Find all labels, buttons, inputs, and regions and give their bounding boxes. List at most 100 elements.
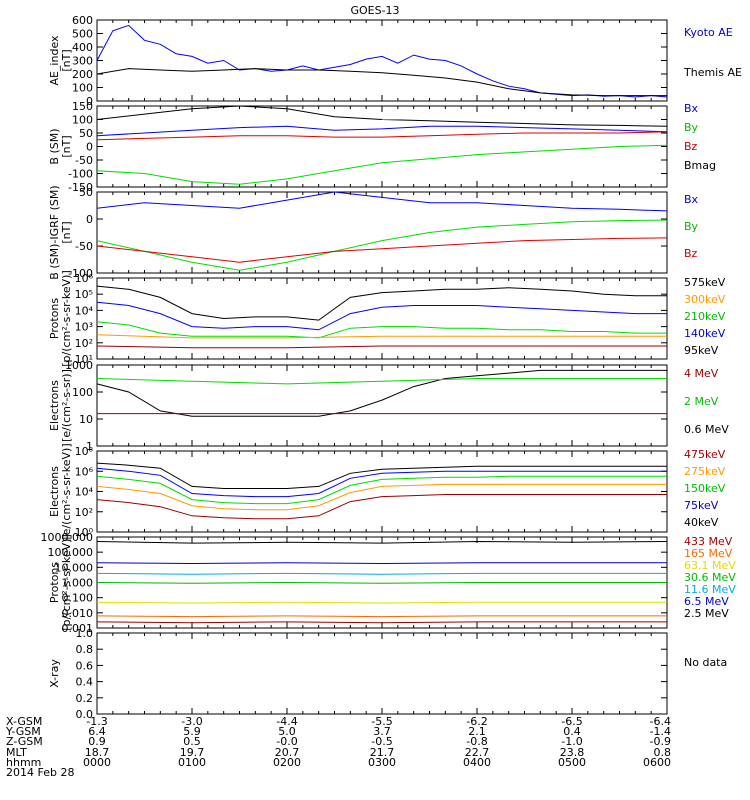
footer-cell: 20.7 — [275, 746, 300, 759]
series-line-30-6-mev — [96, 581, 667, 584]
legend-entry: Bx — [684, 193, 699, 206]
y-axis-label: [p/(cm²-s-sr-keV)] — [60, 270, 73, 367]
y-tick-label: 100.000 — [48, 546, 94, 559]
legend-entry: Bmag — [684, 159, 716, 172]
legend-entry: 275keV — [684, 465, 726, 478]
legend-entry: By — [684, 121, 699, 134]
y-axis-label: [p/(cm²-s-sr-keV)] — [60, 534, 73, 631]
footer-cell: 0.5 — [183, 735, 201, 748]
y-tick-label: 0.010 — [62, 607, 94, 620]
panel-5: 1 10 100 1000 Electrons [e/(cm²-s-sr)] 4 MeV 2 … — [48, 359, 729, 453]
y-tick-label: 1000.000 — [41, 531, 94, 544]
legend-entry: 40keV — [684, 516, 719, 529]
series-line-63-1-mev — [96, 601, 667, 604]
legend-entry: 0.6 MeV — [684, 423, 729, 436]
footer-cell: -1.3 — [86, 715, 107, 728]
y-axis-label: B (SM)-IGRF (SM) — [48, 185, 61, 279]
y-tick-label: 100 — [72, 114, 93, 127]
series-line-40kev — [96, 462, 667, 489]
series-line-bmag — [96, 105, 668, 127]
footer-cell: -0.8 — [466, 735, 487, 748]
footer-cell: 2.1 — [468, 725, 486, 738]
y-tick-label: 10² — [75, 337, 93, 350]
chart-title: GOES-13 — [350, 4, 399, 17]
footer-cell: 22.7 — [465, 746, 490, 759]
y-tick-label: 10¹ — [75, 353, 93, 366]
series-line-by — [96, 144, 668, 185]
legend-entry: 140keV — [684, 327, 726, 340]
y-tick-label: 0.8 — [76, 643, 94, 656]
y-tick-label: 300 — [72, 55, 93, 68]
panel-6: 10⁰ 10² 10⁴ 10⁶ 10⁸ Electrons [e/(cm²-s-sr-keV… — [48, 443, 726, 539]
footer-cell: -6.4 — [650, 715, 671, 728]
y-tick-label: 0.4 — [76, 676, 94, 689]
y-tick-label: 400 — [72, 41, 93, 54]
footer-cell: 5.0 — [278, 725, 296, 738]
y-tick-label: 600 — [72, 14, 93, 27]
y-tick-label: 0.001 — [62, 622, 94, 635]
legend-entry: By — [684, 220, 699, 233]
series-line-themis-ae — [96, 68, 667, 97]
series-line-bz — [96, 131, 668, 141]
y-tick-label: 1 — [86, 440, 93, 453]
legend-entry: Bz — [684, 140, 698, 153]
y-tick-label: 1000 — [65, 359, 93, 372]
series-line-150kev — [96, 475, 667, 505]
legend-entry: 4 MeV — [684, 367, 719, 380]
y-tick-label: 10 — [79, 413, 93, 426]
panel-frame — [96, 105, 668, 188]
legend-entry: Bx — [684, 102, 699, 115]
footer-cell: -6.5 — [561, 715, 582, 728]
footer-cell: -5.5 — [371, 715, 392, 728]
y-tick-label: 500 — [72, 28, 93, 41]
footer-cell: -0.9 — [650, 735, 671, 748]
legend-entry: No data — [684, 656, 727, 669]
footer-row-label: Y-GSM — [5, 725, 41, 738]
y-tick-label: 1.0 — [76, 627, 94, 640]
y-axis-label: Protons — [48, 298, 61, 339]
footer-cell: -6.2 — [466, 715, 487, 728]
series-line-2-5-mev — [96, 540, 668, 544]
legend-entry: 150keV — [684, 482, 726, 495]
y-axis-label: Electrons — [48, 466, 61, 517]
footer-cell: 21.7 — [370, 746, 395, 759]
panel-frame — [96, 19, 668, 102]
y-axis-label: B (SM) — [48, 128, 61, 164]
footer-row-label: hhmm — [6, 756, 41, 769]
y-tick-label: -100 — [68, 168, 93, 181]
series-line-bx — [96, 125, 668, 137]
legend-entry: Themis AE — [683, 66, 742, 79]
y-tick-label: 10⁴ — [75, 304, 94, 317]
legend-entry: 2.5 MeV — [684, 607, 729, 620]
y-tick-label: 100 — [72, 82, 93, 95]
legend-entry: 210keV — [684, 310, 726, 323]
series-line-bx — [96, 191, 668, 212]
legend-entry: 300keV — [684, 293, 726, 306]
panel-frame — [96, 632, 668, 715]
footer-cell: -3.0 — [181, 715, 202, 728]
footer-cell: 0000 — [83, 756, 111, 769]
y-axis-label: X-ray — [48, 659, 61, 688]
footer-cell: 0.8 — [654, 746, 672, 759]
y-tick-label: 10.000 — [55, 561, 94, 574]
legend-entry: Kyoto AE — [684, 26, 733, 39]
series-line-11-6-mev — [96, 572, 667, 575]
y-tick-label: 0 — [86, 141, 93, 154]
y-tick-label: -50 — [75, 154, 93, 167]
y-tick-label: 10² — [75, 506, 93, 519]
y-tick-label: 50 — [79, 186, 93, 199]
y-tick-label: 10⁶ — [75, 465, 94, 478]
footer-date: 2014 Feb 28 — [6, 766, 74, 779]
footer-cell: 3.7 — [373, 725, 391, 738]
orbit-footer-table: X-GSM -1.3 -3.0 -4.4 -5.5 -6.2 -6.5 -6.4 Y-GSM 6.… — [5, 715, 671, 779]
y-tick-label: 100 — [72, 386, 93, 399]
legend-entry: 575keV — [684, 276, 726, 289]
y-axis-label: [nT] — [60, 49, 73, 71]
footer-row-label: Z-GSM — [6, 735, 43, 748]
footer-cell: -0.0 — [276, 735, 297, 748]
series-line-6-5-mev — [96, 562, 667, 565]
y-axis-label: [nT] — [60, 221, 73, 243]
legend-entry: Bz — [684, 247, 698, 260]
